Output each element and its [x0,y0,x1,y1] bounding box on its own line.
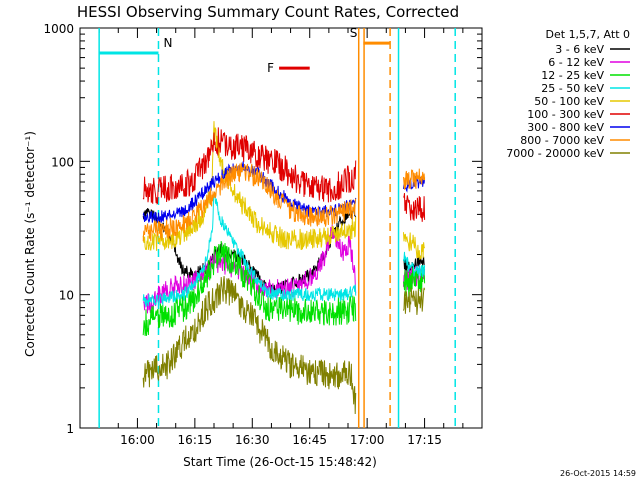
series-line [142,240,357,336]
series-line [403,168,426,190]
y-tick-label: 100 [51,155,74,169]
legend-label: 100 - 300 keV [527,108,604,121]
flag-label: F [267,61,274,75]
x-tick-label: 17:00 [350,433,385,447]
series-line [403,255,425,273]
legend-label: 300 - 800 keV [527,121,604,134]
series-line [403,265,426,298]
legend-label: 800 - 7000 keV [520,134,604,147]
timestamp: 26-Oct-2015 14:59 [560,469,636,478]
flag-label: S [350,26,358,40]
flag-label: N [163,36,172,50]
x-tick-label: 16:15 [178,433,213,447]
x-tick-label: 16:30 [235,433,270,447]
series-line [142,127,357,205]
legend-title: Det 1,5,7, Att 0 [546,28,630,41]
series-line [403,193,426,222]
legend-label: 25 - 50 keV [541,82,604,95]
legend-label: 50 - 100 keV [534,95,604,108]
x-tick-label: 16:00 [120,433,155,447]
series-line [142,162,357,242]
series-line [403,287,426,315]
legend-label: 12 - 25 keV [541,69,604,82]
x-axis-label: Start Time (26-Oct-15 15:48:42) [183,455,377,469]
y-axis-label: Corrected Count Rate (s⁻¹ detector⁻¹) [23,131,37,357]
series-line [403,251,426,277]
legend-label: 3 - 6 keV [555,43,604,56]
plot-area: 1 10 100 1000 16:00 16:15 16:30 16:45 17:00 17:15… [43,22,483,447]
legend-label: 6 - 12 keV [548,56,604,69]
y-tick-label: 10 [59,289,74,303]
x-tick-label: 16:45 [292,433,327,447]
x-tick-label: 17:15 [407,433,442,447]
plot-frame [79,27,483,429]
series-line [142,121,357,251]
series-line [403,232,426,260]
series-line [142,194,357,308]
series-line [142,276,357,415]
y-tick-label: 1 [66,422,74,436]
series-line [142,224,357,314]
chart-title: HESSI Observing Summary Count Rates, Cor… [77,3,459,21]
legend-label: 7000 - 20000 keV [506,147,604,160]
y-tick-label: 1000 [43,22,74,36]
